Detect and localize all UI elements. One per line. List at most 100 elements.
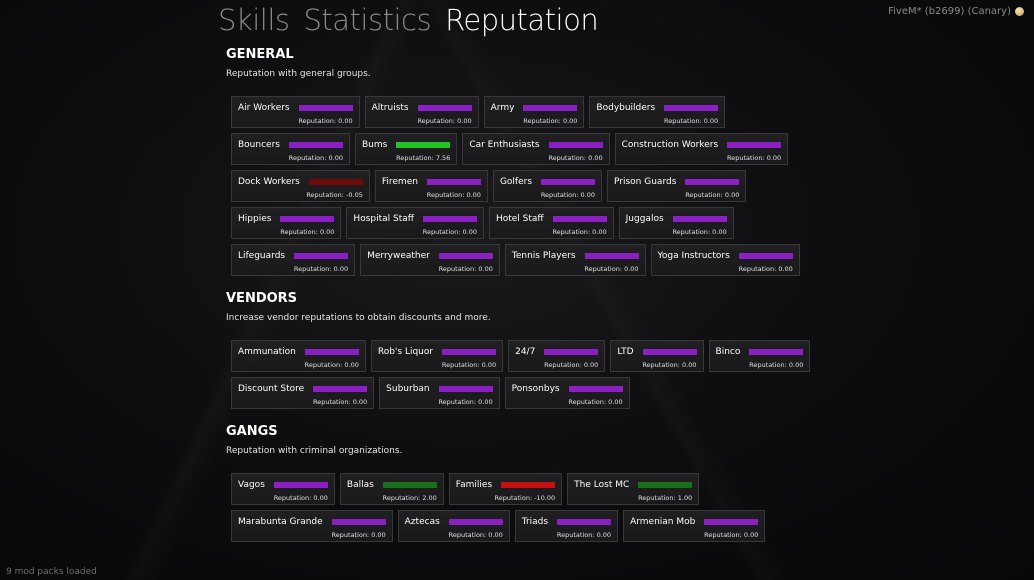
reputation-card[interactable]: Suburban Reputation: 0.00 xyxy=(379,377,500,409)
reputation-bar xyxy=(331,519,386,525)
reputation-bar xyxy=(704,519,759,525)
card-header: Bodybuilders xyxy=(596,102,719,114)
fivem-logo-icon xyxy=(1015,7,1024,16)
group-name: Marabunta Grande xyxy=(238,517,323,527)
reputation-card[interactable]: Hippies Reputation: 0.00 xyxy=(231,207,342,239)
group-name: Construction Workers xyxy=(621,140,719,150)
reputation-value: Reputation: 0.00 xyxy=(704,531,759,539)
reputation-card[interactable]: Dock Workers Reputation: -0.05 xyxy=(231,170,370,202)
group-name: Dock Workers xyxy=(238,177,300,187)
reputation-value: Reputation: 0.00 xyxy=(280,228,335,236)
card-header: Golfers xyxy=(500,176,596,188)
section-description: Reputation with general groups. xyxy=(226,69,371,79)
card-header: Army xyxy=(491,102,578,114)
reputation-card[interactable]: Air Workers Reputation: 0.00 xyxy=(231,96,360,128)
reputation-card[interactable]: Armenian Mob Reputation: 0.00 xyxy=(623,510,766,542)
reputation-value: Reputation: 7.56 xyxy=(396,154,451,162)
reputation-card-list: Air Workers Reputation: 0.00 Altruists Repu… xyxy=(231,96,821,276)
reputation-bar xyxy=(638,482,693,488)
reputation-card[interactable]: Bodybuilders Reputation: 0.00 xyxy=(589,96,726,128)
reputation-card[interactable]: Yoga Instructors Reputation: 0.00 xyxy=(650,244,800,276)
tab-reputation[interactable]: Reputation xyxy=(445,3,599,37)
reputation-card[interactable]: 24/7 Reputation: 0.00 xyxy=(508,340,606,372)
reputation-card[interactable]: Car Enthusiasts Reputation: 0.00 xyxy=(462,133,610,165)
reputation-value: Reputation: 0.00 xyxy=(438,398,493,406)
reputation-card[interactable]: Juggalos Reputation: 0.00 xyxy=(618,207,734,239)
card-header: Prison Guards xyxy=(614,176,740,188)
reputation-card[interactable]: Discount Store Reputation: 0.00 xyxy=(231,377,375,409)
card-header: Bums xyxy=(362,139,451,151)
reputation-card[interactable]: Rob's Liquor Reputation: 0.00 xyxy=(370,340,504,372)
reputation-value: Reputation: 0.00 xyxy=(441,361,497,369)
reputation-bar xyxy=(584,253,639,259)
group-name: Hippies xyxy=(238,214,272,224)
status-footer: 9 mod packs loaded xyxy=(6,567,97,577)
reputation-value: Reputation: 2.00 xyxy=(382,494,437,502)
reputation-card[interactable]: Marabunta Grande Reputation: 0.00 xyxy=(231,510,393,542)
reputation-value: Reputation: 0.00 xyxy=(438,265,493,273)
card-header: Dock Workers xyxy=(238,176,363,188)
reputation-value: Reputation: 1.00 xyxy=(638,494,693,502)
group-name: Merryweather xyxy=(367,251,430,261)
reputation-card[interactable]: Ammunation Reputation: 0.00 xyxy=(231,340,366,372)
group-name: Car Enthusiasts xyxy=(469,140,540,150)
reputation-card[interactable]: Altruists Reputation: 0.00 xyxy=(364,96,479,128)
brand-label: FiveM* (b2699) (Canary) xyxy=(888,6,1024,17)
card-header: Binco xyxy=(716,346,804,358)
reputation-bar xyxy=(541,179,596,185)
reputation-card[interactable]: Ponsonbys Reputation: 0.00 xyxy=(504,377,630,409)
reputation-card[interactable]: Firemen Reputation: 0.00 xyxy=(374,170,488,202)
reputation-card[interactable]: Hotel Staff Reputation: 0.00 xyxy=(488,207,614,239)
card-header: Car Enthusiasts xyxy=(469,139,603,151)
group-name: LTD xyxy=(617,347,634,357)
section-description: Reputation with criminal organizations. xyxy=(226,446,403,456)
reputation-card[interactable]: Vagos Reputation: 0.00 xyxy=(231,473,335,505)
card-header: Firemen xyxy=(382,176,481,188)
reputation-card[interactable]: Binco Reputation: 0.00 xyxy=(708,340,811,372)
reputation-card[interactable]: Prison Guards Reputation: 0.00 xyxy=(607,170,747,202)
tab-bar: Skills Statistics Reputation xyxy=(218,0,599,40)
card-header: Suburban xyxy=(386,383,493,395)
reputation-card-list: Vagos Reputation: 0.00 Ballas Reputation: 2… xyxy=(231,473,821,542)
group-name: Vagos xyxy=(238,480,265,490)
card-header: Armenian Mob xyxy=(630,516,759,528)
reputation-bar xyxy=(552,216,607,222)
group-name: Aztecas xyxy=(404,517,440,527)
reputation-bar xyxy=(664,105,719,111)
reputation-bar xyxy=(304,349,359,355)
card-header: Rob's Liquor xyxy=(378,346,497,358)
reputation-card[interactable]: LTD Reputation: 0.00 xyxy=(610,340,704,372)
card-header: The Lost MC xyxy=(574,479,693,491)
reputation-card[interactable]: Golfers Reputation: 0.00 xyxy=(492,170,603,202)
reputation-card[interactable]: Hospital Staff Reputation: 0.00 xyxy=(346,207,484,239)
reputation-card[interactable]: Families Reputation: -10.00 xyxy=(448,473,563,505)
reputation-card[interactable]: Lifeguards Reputation: 0.00 xyxy=(231,244,356,276)
group-name: Yoga Instructors xyxy=(657,251,730,261)
reputation-card[interactable]: Aztecas Reputation: 0.00 xyxy=(397,510,510,542)
card-header: Ponsonbys xyxy=(512,383,623,395)
reputation-value: Reputation: 0.00 xyxy=(548,154,603,162)
group-name: Ballas xyxy=(346,480,374,490)
reputation-card[interactable]: Merryweather Reputation: 0.00 xyxy=(360,244,500,276)
group-name: Families xyxy=(455,480,493,490)
reputation-bar xyxy=(294,253,349,259)
reputation-card[interactable]: Triads Reputation: 0.00 xyxy=(514,510,619,542)
tab-skills[interactable]: Skills xyxy=(218,3,290,37)
reputation-card[interactable]: Bums Reputation: 7.56 xyxy=(354,133,458,165)
tab-statistics[interactable]: Statistics xyxy=(303,3,432,37)
reputation-value: Reputation: 0.00 xyxy=(523,117,578,125)
reputation-card[interactable]: Army Reputation: 0.00 xyxy=(483,96,585,128)
reputation-card[interactable]: The Lost MC Reputation: 1.00 xyxy=(567,473,700,505)
card-header: Ammunation xyxy=(238,346,359,358)
reputation-card[interactable]: Bouncers Reputation: 0.00 xyxy=(231,133,350,165)
reputation-bar xyxy=(738,253,793,259)
reputation-card[interactable]: Tennis Players Reputation: 0.00 xyxy=(504,244,646,276)
section-vendors: VENDORS Increase vendor reputations to o… xyxy=(226,290,826,409)
group-name: Hotel Staff xyxy=(495,214,544,224)
reputation-card[interactable]: Ballas Reputation: 2.00 xyxy=(339,473,444,505)
reputation-value: Reputation: 0.00 xyxy=(568,398,623,406)
group-name: Juggalos xyxy=(625,214,664,224)
card-header: Marabunta Grande xyxy=(238,516,386,528)
reputation-card[interactable]: Construction Workers Reputation: 0.00 xyxy=(614,133,789,165)
section-gangs: GANGS Reputation with criminal organizat… xyxy=(226,423,826,542)
